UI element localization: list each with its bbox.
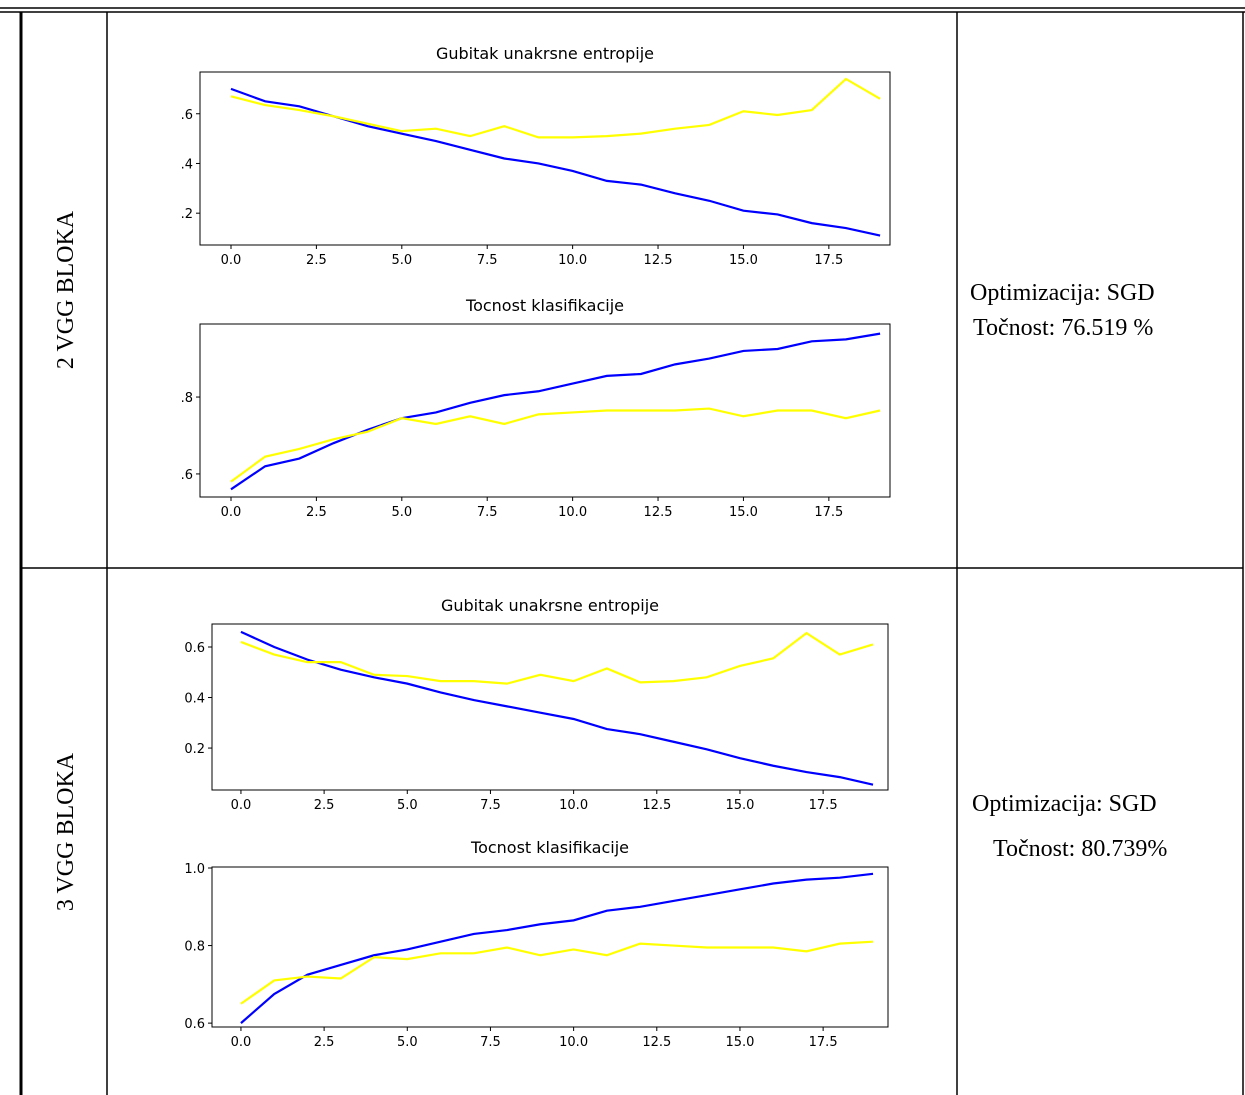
y-tick-label: 1.0 — [184, 862, 205, 877]
chart-title: Tocnost klasifikacije — [465, 296, 624, 315]
x-tick-label: 17.5 — [814, 253, 843, 268]
chart-title: Tocnost klasifikacije — [470, 838, 629, 857]
y-tick-label: 0.4 — [184, 692, 205, 707]
data-line — [240, 631, 874, 685]
row-label: 2 VGG BLOKA — [53, 210, 79, 369]
axes-frame — [211, 623, 889, 791]
cell-text: Točnost: 80.739% — [993, 836, 1167, 862]
x-tick-label: 7.5 — [480, 798, 501, 813]
x-tick-label: 15.0 — [725, 798, 754, 813]
row-label: 3 VGG BLOKA — [53, 752, 79, 911]
data-line — [240, 872, 874, 1024]
x-tick-label: 5.0 — [397, 1035, 418, 1050]
x-tick-label: 17.5 — [809, 1035, 838, 1050]
x-tick-label: 5.0 — [397, 798, 418, 813]
y-tick-label: .2 — [181, 207, 193, 222]
x-tick-label: 10.0 — [559, 798, 588, 813]
x-tick-label: 10.0 — [558, 253, 587, 268]
x-tick-label: 12.5 — [642, 1035, 671, 1050]
y-tick-label: 0.2 — [184, 742, 205, 757]
x-tick-label: 10.0 — [559, 1035, 588, 1050]
x-tick-label: 0.0 — [221, 505, 242, 520]
x-tick-label: 15.0 — [729, 253, 758, 268]
x-tick-label: 0.0 — [231, 1035, 252, 1050]
y-tick-label: .6 — [181, 468, 193, 483]
data-line — [240, 940, 874, 1005]
data-line — [230, 332, 881, 491]
x-tick-label: 7.5 — [480, 1035, 501, 1050]
x-tick-label: 5.0 — [391, 253, 412, 268]
axes-frame — [199, 323, 891, 498]
x-tick-label: 15.0 — [725, 1035, 754, 1050]
x-tick-label: 5.0 — [391, 505, 412, 520]
cell-text: Optimizacija: SGD — [972, 791, 1157, 817]
y-tick-label: 0.6 — [184, 1017, 205, 1032]
x-tick-label: 10.0 — [558, 505, 587, 520]
y-tick-label: 0.6 — [184, 641, 205, 656]
axes-frame — [199, 71, 891, 246]
data-line — [230, 87, 881, 237]
y-tick-label: 0.8 — [184, 940, 205, 955]
x-tick-label: 17.5 — [814, 505, 843, 520]
chart-title: Gubitak unakrsne entropije — [441, 596, 659, 615]
x-tick-label: 15.0 — [729, 505, 758, 520]
x-tick-label: 2.5 — [314, 798, 335, 813]
data-line — [230, 77, 881, 139]
x-tick-label: 7.5 — [477, 505, 498, 520]
x-tick-label: 2.5 — [306, 253, 327, 268]
x-tick-label: 0.0 — [231, 798, 252, 813]
x-tick-label: 2.5 — [306, 505, 327, 520]
cell-text: Točnost: 76.519 % — [973, 315, 1153, 341]
data-line — [230, 407, 881, 483]
x-tick-label: 7.5 — [477, 253, 498, 268]
y-tick-label: .6 — [181, 108, 193, 123]
x-tick-label: 12.5 — [644, 505, 673, 520]
x-tick-label: 0.0 — [221, 253, 242, 268]
x-tick-label: 12.5 — [642, 798, 671, 813]
x-tick-label: 17.5 — [809, 798, 838, 813]
y-tick-label: .8 — [181, 391, 193, 406]
x-tick-label: 12.5 — [644, 253, 673, 268]
x-tick-label: 2.5 — [314, 1035, 335, 1050]
axes-frame — [211, 866, 889, 1028]
y-tick-label: .4 — [181, 157, 193, 172]
data-line — [240, 630, 874, 786]
cell-text: Optimizacija: SGD — [970, 280, 1155, 306]
chart-title: Gubitak unakrsne entropije — [436, 44, 654, 63]
